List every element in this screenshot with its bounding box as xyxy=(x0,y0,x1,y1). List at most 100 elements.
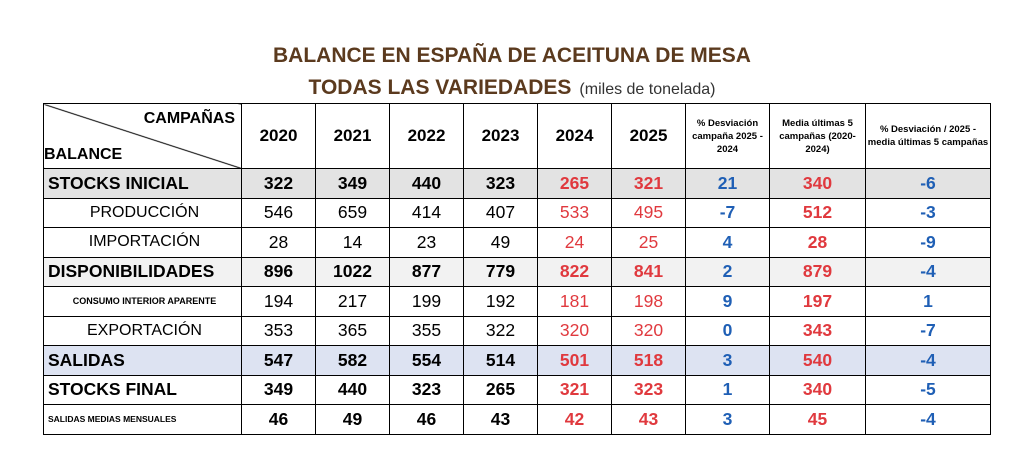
year-value: 349 xyxy=(315,168,390,199)
year-value: 841 xyxy=(611,256,686,287)
table-row: STOCKS FINAL 349 440 323 265 321 323 1 340 -5 xyxy=(43,374,991,405)
year-value: 265 xyxy=(463,374,538,405)
row-label: DISPONIBILIDADES xyxy=(43,256,242,287)
year-value: 194 xyxy=(241,286,316,317)
desv-value: 0 xyxy=(685,315,770,346)
desv-media-value: 1 xyxy=(865,286,991,317)
year-value: 321 xyxy=(611,168,686,199)
year-value: 582 xyxy=(315,345,390,376)
year-value: 554 xyxy=(389,345,464,376)
desv-media-value: -3 xyxy=(865,197,991,228)
year-value: 28 xyxy=(241,227,316,258)
year-value: 355 xyxy=(389,315,464,346)
year-value: 407 xyxy=(463,197,538,228)
year-value: 320 xyxy=(537,315,612,346)
header-year: 2020 xyxy=(241,103,316,169)
header-media: Media últimas 5 campañas (2020-2024) xyxy=(769,103,866,169)
desv-value: 9 xyxy=(685,286,770,317)
year-value: 514 xyxy=(463,345,538,376)
desv-media-value: -4 xyxy=(865,345,991,376)
media-value: 540 xyxy=(769,345,866,376)
desv-media-value: -7 xyxy=(865,315,991,346)
year-value: 199 xyxy=(389,286,464,317)
media-value: 512 xyxy=(769,197,866,228)
desv-value: 3 xyxy=(685,345,770,376)
table-row: CONSUMO INTERIOR APARENTE 194 217 199 192 181… xyxy=(43,286,991,317)
desv-value: 3 xyxy=(685,404,770,435)
year-value: 217 xyxy=(315,286,390,317)
desv-media-value: -6 xyxy=(865,168,991,199)
header-desv-media: % Desviación / 2025 - media últimas 5 ca… xyxy=(865,103,991,169)
year-value: 23 xyxy=(389,227,464,258)
year-value: 440 xyxy=(315,374,390,405)
table-row: SALIDAS MEDIAS MENSUALES 46 49 46 43 42 43 3 45-… xyxy=(43,404,991,435)
year-value: 46 xyxy=(389,404,464,435)
year-value: 24 xyxy=(537,227,612,258)
year-value: 779 xyxy=(463,256,538,287)
year-value: 501 xyxy=(537,345,612,376)
year-value: 822 xyxy=(537,256,612,287)
table-row: DISPONIBILIDADES 896 1022 877 779 822 841 2 879-… xyxy=(43,256,991,287)
header-desv: % Desviación campaña 2025 - 2024 xyxy=(685,103,770,169)
page-title: BALANCE EN ESPAÑA DE ACEITUNA DE MESA xyxy=(273,44,751,67)
header-corner: CAMPAÑAS BALANCE xyxy=(43,103,242,169)
media-value: 197 xyxy=(769,286,866,317)
year-value: 43 xyxy=(463,404,538,435)
year-value: 896 xyxy=(241,256,316,287)
table-row: STOCKS INICIAL 322 349 440 323 265 321 21 340 -6 xyxy=(43,168,991,199)
year-value: 14 xyxy=(315,227,390,258)
year-value: 320 xyxy=(611,315,686,346)
desv-media-value: -5 xyxy=(865,374,991,405)
desv-media-value: -9 xyxy=(865,227,991,258)
desv-value: 21 xyxy=(685,168,770,199)
year-value: 495 xyxy=(611,197,686,228)
year-value: 440 xyxy=(389,168,464,199)
year-value: 518 xyxy=(611,345,686,376)
desv-media-value: -4 xyxy=(865,256,991,287)
table-row: SALIDAS 547 582 554 514 501 518 3 540 -4 xyxy=(43,345,991,376)
header-year: 2025 xyxy=(611,103,686,169)
year-value: 46 xyxy=(241,404,316,435)
year-value: 323 xyxy=(611,374,686,405)
year-value: 323 xyxy=(463,168,538,199)
desv-value: 4 xyxy=(685,227,770,258)
media-value: 340 xyxy=(769,168,866,199)
year-value: 659 xyxy=(315,197,390,228)
year-value: 547 xyxy=(241,345,316,376)
header-row: CAMPAÑAS BALANCE 2020 2021 2022 2023 202… xyxy=(43,103,991,169)
desv-media-value: -4 xyxy=(865,404,991,435)
row-label: EXPORTACIÓN xyxy=(43,315,242,346)
header-year: 2023 xyxy=(463,103,538,169)
desv-value: 1 xyxy=(685,374,770,405)
desv-value: 2 xyxy=(685,256,770,287)
year-value: 414 xyxy=(389,197,464,228)
year-value: 877 xyxy=(389,256,464,287)
year-value: 546 xyxy=(241,197,316,228)
media-value: 28 xyxy=(769,227,866,258)
media-value: 340 xyxy=(769,374,866,405)
balance-table: CAMPAÑAS BALANCE 2020 2021 2022 2023 202… xyxy=(43,103,991,435)
year-value: 321 xyxy=(537,374,612,405)
year-value: 322 xyxy=(463,315,538,346)
year-value: 323 xyxy=(389,374,464,405)
row-label: STOCKS FINAL xyxy=(43,374,242,405)
year-value: 349 xyxy=(241,374,316,405)
year-value: 265 xyxy=(537,168,612,199)
header-year: 2021 xyxy=(315,103,390,169)
row-label: SALIDAS xyxy=(43,345,242,376)
year-value: 365 xyxy=(315,315,390,346)
row-label: CONSUMO INTERIOR APARENTE xyxy=(43,286,242,317)
page-subtitle: TODAS LAS VARIEDADES (miles de tonelada) xyxy=(0,76,1024,100)
year-value: 198 xyxy=(611,286,686,317)
desv-value: -7 xyxy=(685,197,770,228)
subtitle-text: TODAS LAS VARIEDADES xyxy=(308,76,572,99)
year-value: 533 xyxy=(537,197,612,228)
row-label: IMPORTACIÓN xyxy=(43,227,242,258)
year-value: 42 xyxy=(537,404,612,435)
header-year: 2024 xyxy=(537,103,612,169)
table-row: EXPORTACIÓN 353 365 355 322 320 320 0 343 -7 xyxy=(43,315,991,346)
media-value: 45 xyxy=(769,404,866,435)
unit-note: (miles de tonelada) xyxy=(579,81,716,98)
table-row: PRODUCCIÓN 546 659 414 407 533 495 -7 512 -3 xyxy=(43,197,991,228)
table-row: IMPORTACIÓN 28 14 23 49 24 25 4 28 -9 xyxy=(43,227,991,258)
